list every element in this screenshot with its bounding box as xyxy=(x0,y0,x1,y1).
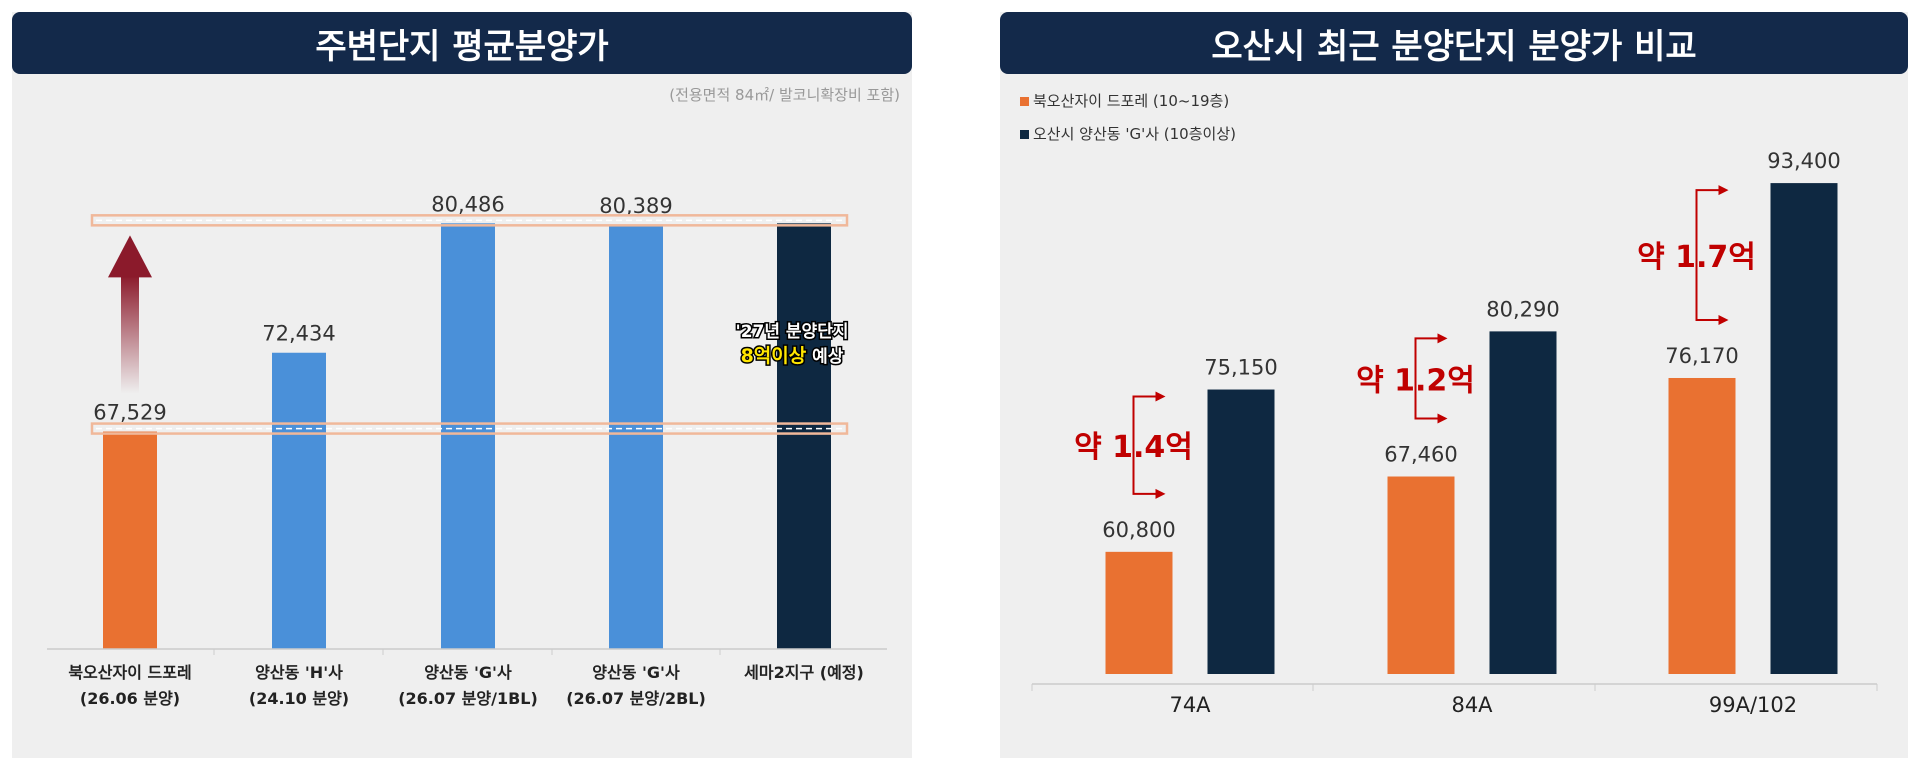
bar-99A/102-series-1 xyxy=(1668,377,1736,674)
value-label-84A-series-2: 80,290 xyxy=(1486,297,1559,321)
left-bar-chart: 67,529 72,434 80,486 80,389 '27년 분양단지 8억이상 예상… xyxy=(47,192,887,708)
value-label-74A-series-1: 60,800 xyxy=(1102,518,1175,542)
legend-swatch-navy xyxy=(1020,130,1029,139)
legend-label-series-2: 오산시 양산동 'G'사 (10층이상) xyxy=(1033,125,1236,143)
bar-84A-series-1 xyxy=(1387,476,1455,674)
difference-bracket-99A/102 xyxy=(1695,189,1723,321)
value-label-74A-series-2: 75,150 xyxy=(1204,356,1277,380)
right-chart-title: 오산시 최근 분양단지 분양가 비교 xyxy=(1000,12,1908,74)
value-label-3: 80,486 xyxy=(431,192,504,216)
difference-arrowhead-top-99A/102 xyxy=(1718,185,1729,196)
bar-4 xyxy=(609,224,663,650)
annotation-line1: '27년 분양단지 xyxy=(736,322,849,342)
category-label-3-line-2: (26.07 분양/1BL) xyxy=(398,689,538,708)
category-label-4-line-2: (26.07 분양/2BL) xyxy=(566,689,706,708)
right-chart-panel: 오산시 최근 분양단지 분양가 비교 북오산자이 드포레 (10~19층) 오산… xyxy=(1000,12,1908,758)
annotation-suffix: 예상 xyxy=(806,347,844,367)
difference-label-84A: 약 1.2억 xyxy=(1356,363,1475,398)
category-label-74A: 74A xyxy=(1169,693,1211,717)
increase-arrow-head xyxy=(108,235,152,278)
value-label-1: 67,529 xyxy=(93,401,166,425)
category-label-1-line-2: (26.06 분양) xyxy=(80,689,180,708)
value-label-99A/102-series-1: 76,170 xyxy=(1665,344,1738,368)
category-label-84A: 84A xyxy=(1451,693,1493,717)
bar-2 xyxy=(272,352,326,649)
legend-item-series-1: 북오산자이 드포레 (10~19층) xyxy=(1020,90,1229,111)
area-note: (전용면적 84㎡/ 발코니확장비 포함) xyxy=(669,86,900,104)
left-chart-title: 주변단지 평균분양가 xyxy=(12,12,912,74)
bar-74A-series-1 xyxy=(1105,551,1173,674)
difference-label-74A: 약 1.4억 xyxy=(1074,430,1193,465)
bar-74A-series-2 xyxy=(1207,389,1275,674)
legend-swatch-orange xyxy=(1020,97,1029,106)
reference-band-1 xyxy=(90,422,849,435)
value-label-99A/102-series-2: 93,400 xyxy=(1767,149,1840,173)
category-label-2-line-2: (24.10 분양) xyxy=(249,689,349,708)
legend-label-series-1: 북오산자이 드포레 (10~19층) xyxy=(1033,92,1230,110)
category-label-99A/102: 99A/102 xyxy=(1709,693,1797,717)
right-grouped-bar-chart: 60,800 75,150 약 1.4억 74A 67,460 80,290 약 1.2억 8… xyxy=(1031,149,1878,717)
bar-1 xyxy=(103,431,157,649)
difference-arrowhead-bottom-74A xyxy=(1155,488,1166,499)
value-label-4: 80,389 xyxy=(599,194,672,218)
annotation-highlight: 8억이상 xyxy=(741,345,807,367)
category-label-2-line-1: 양산동 'H'사 xyxy=(255,663,343,682)
difference-arrowhead-top-74A xyxy=(1155,391,1166,402)
difference-bracket-84A xyxy=(1414,337,1442,420)
increase-arrow-shaft xyxy=(121,275,139,394)
annotation-line2: 8억이상 예상 xyxy=(741,345,844,367)
bar-84A-series-2 xyxy=(1489,331,1557,674)
bar-3 xyxy=(441,223,495,649)
category-label-1-line-1: 북오산자이 드포레 xyxy=(68,663,191,682)
reference-band-2 xyxy=(90,214,849,227)
bar-5 xyxy=(777,223,831,649)
left-chart-panel: 주변단지 평균분양가 (전용면적 84㎡/ 발코니확장비 포함) 67,529 7… xyxy=(12,12,912,758)
category-label-5-line-1: 세마2지구 (예정) xyxy=(744,663,864,682)
category-label-3-line-1: 양산동 'G'사 xyxy=(424,663,512,682)
legend-item-series-2: 오산시 양산동 'G'사 (10층이상) xyxy=(1020,123,1236,144)
difference-arrowhead-bottom-99A/102 xyxy=(1718,314,1729,325)
difference-arrowhead-top-84A xyxy=(1437,333,1448,344)
bar-99A/102-series-2 xyxy=(1770,183,1838,674)
difference-bracket-74A xyxy=(1132,395,1160,495)
value-label-84A-series-1: 67,460 xyxy=(1384,443,1457,467)
difference-label-99A/102: 약 1.7억 xyxy=(1637,240,1756,275)
difference-arrowhead-bottom-84A xyxy=(1437,413,1448,424)
category-label-4-line-1: 양산동 'G'사 xyxy=(592,663,680,682)
value-label-2: 72,434 xyxy=(262,322,335,346)
